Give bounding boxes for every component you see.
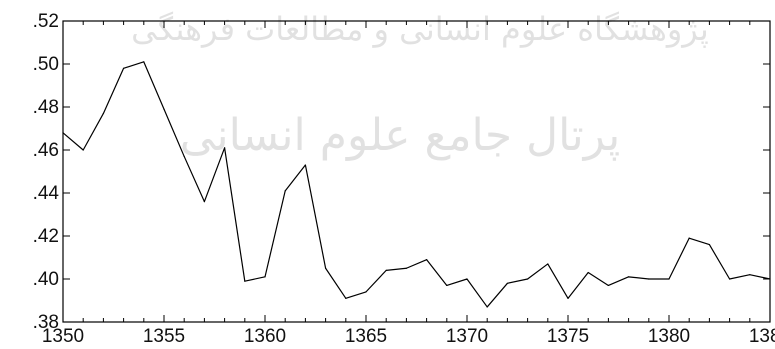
data-point xyxy=(62,132,64,134)
data-point xyxy=(143,61,145,63)
x-tick-label: 1365 xyxy=(345,326,387,347)
data-point xyxy=(668,278,670,280)
data-point xyxy=(486,306,488,308)
y-tick-label: .42 xyxy=(33,226,59,247)
y-tick-label: .48 xyxy=(33,97,59,118)
data-point xyxy=(607,284,610,287)
data-point xyxy=(628,276,630,278)
data-point xyxy=(224,147,226,149)
data-point xyxy=(102,112,104,115)
series-line xyxy=(62,61,771,308)
data-point xyxy=(304,164,306,166)
x-tick-label: 1375 xyxy=(547,326,589,347)
data-point xyxy=(688,237,690,239)
data-point xyxy=(123,67,125,69)
data-point xyxy=(466,278,468,280)
watermark-line-2: پرتال جامع علوم انسانی xyxy=(180,110,621,161)
data-point xyxy=(365,291,367,293)
data-point xyxy=(284,190,286,192)
data-point xyxy=(385,269,387,271)
x-tick-label: 1360 xyxy=(244,326,286,347)
plot-frame xyxy=(62,20,771,323)
watermark: پژوهشگاه علوم انسانی و مطالعات فرهنگی پر… xyxy=(131,10,709,161)
x-tick-label: 1355 xyxy=(143,326,185,347)
data-point xyxy=(345,297,347,299)
x-tick-label: 1385 xyxy=(749,326,775,347)
watermark-line-1: پژوهشگاه علوم انسانی و مطالعات فرهنگی xyxy=(131,10,709,48)
y-tick-label: .52 xyxy=(33,11,59,32)
y-tick-label: .46 xyxy=(33,140,59,161)
y-tick-label: .44 xyxy=(33,183,60,204)
tick-labels: 1350 1355 1360 1365 1370 1375 1380 1385 .38 .40 .4… xyxy=(33,11,775,347)
data-point xyxy=(527,278,529,280)
data-point xyxy=(749,274,751,276)
data-point xyxy=(708,244,711,246)
data-point xyxy=(446,284,448,287)
data-point xyxy=(325,267,327,269)
data-point xyxy=(183,155,185,158)
y-tick-label: .40 xyxy=(33,269,59,290)
x-tick-label: 1380 xyxy=(648,326,690,347)
data-point xyxy=(587,271,589,274)
data-point xyxy=(405,267,407,269)
y-tick-label: .50 xyxy=(33,54,59,75)
data-point xyxy=(203,201,205,203)
x-tick-label: 1350 xyxy=(42,326,84,347)
data-point xyxy=(729,278,731,280)
data-point xyxy=(82,149,84,151)
data-point xyxy=(244,280,246,282)
axes xyxy=(62,20,771,323)
series-layer xyxy=(62,61,771,308)
data-point xyxy=(648,278,650,280)
data-point xyxy=(163,108,165,110)
data-point xyxy=(547,263,549,265)
data-point xyxy=(506,282,508,284)
y-tick-label: .38 xyxy=(33,312,59,333)
data-point xyxy=(567,297,569,299)
data-point xyxy=(769,278,771,280)
x-tick-label: 1370 xyxy=(446,326,488,347)
data-point xyxy=(426,259,428,261)
data-point xyxy=(264,276,266,278)
